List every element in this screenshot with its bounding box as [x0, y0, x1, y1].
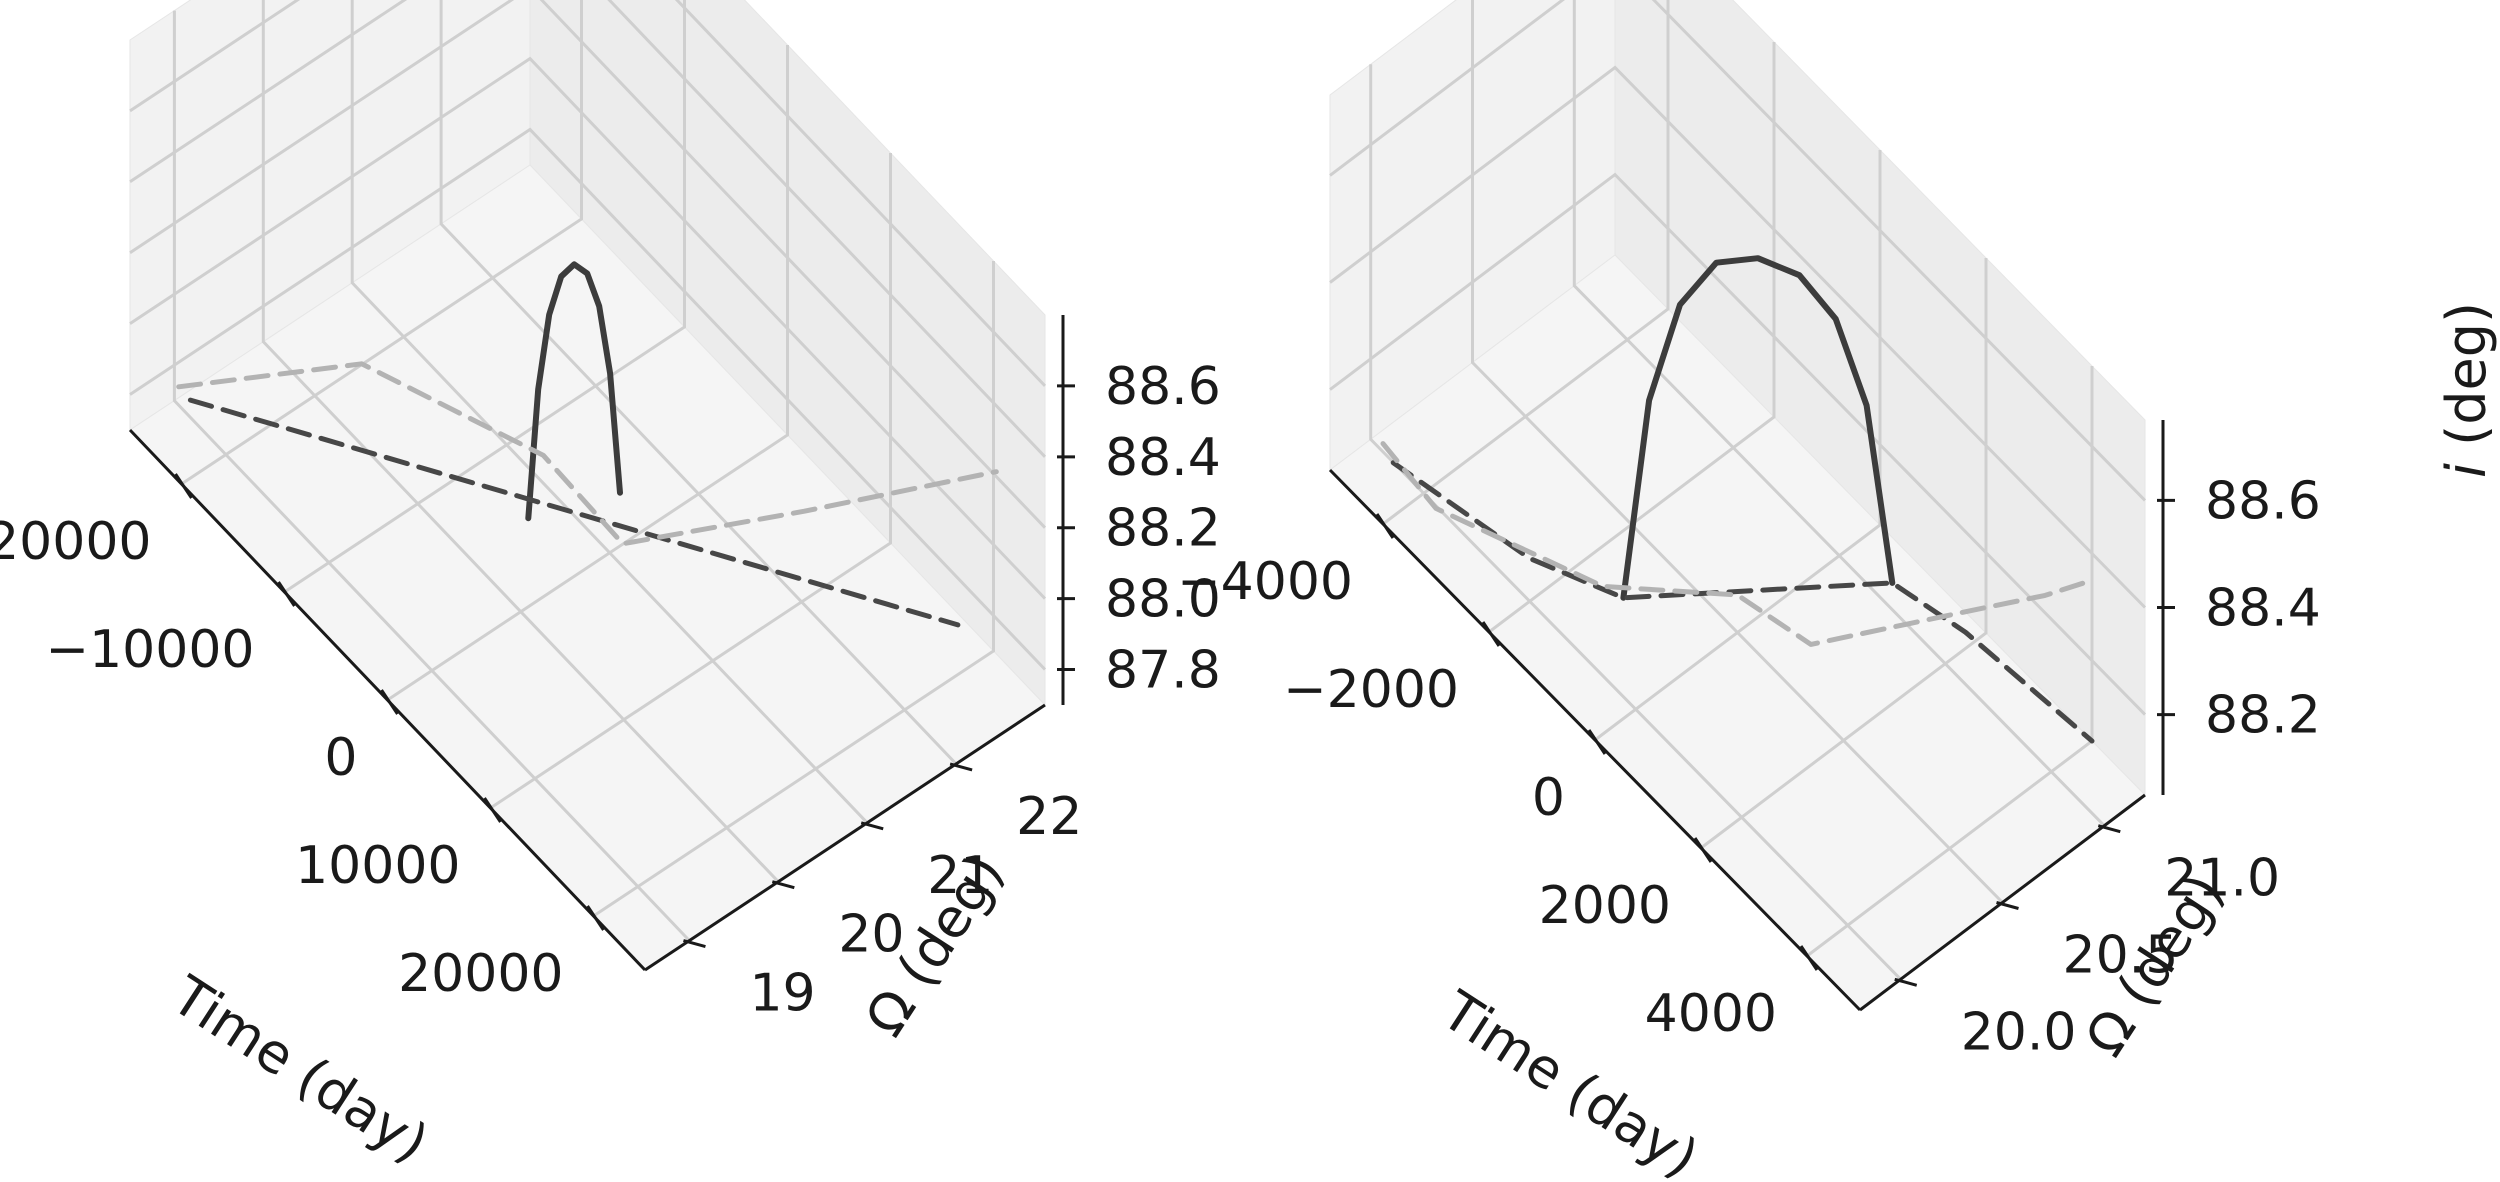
y-tick-label: 20.5 [2063, 926, 2179, 986]
x-tick [380, 689, 399, 715]
z-tick-label: 88.6 [1105, 357, 1221, 417]
x-tick [1375, 513, 1395, 539]
x-tick [1481, 621, 1501, 647]
x-tick-label: 0 [1532, 768, 1565, 828]
plot-panel-right: −4000 −2000 0 2000 4000 20.0 20.5 21.0 88.2 88.4 8… [1177, 0, 2498, 1182]
y-tick [1894, 977, 1918, 987]
z-gridline [129, 127, 1047, 671]
y-gridline [172, 10, 691, 942]
y-gridline [1369, 64, 1902, 981]
z-tick-label: 88.4 [1105, 428, 1221, 488]
y-tick-label: 21 [927, 846, 993, 906]
x-tick-label: −20000 [0, 512, 152, 572]
z-gridline [1329, 0, 2147, 502]
z-tick-label: 88.0 [1105, 570, 1221, 630]
x-gridline [1382, 0, 1670, 526]
x-tick-label: 20000 [398, 944, 563, 1004]
y-tick-label: 20.0 [1961, 1002, 2077, 1062]
series-line-2 [187, 397, 961, 628]
y-tick [683, 939, 706, 949]
z-gridline [1329, 172, 2147, 716]
y-gridline [261, 0, 780, 883]
x-tick [1587, 729, 1607, 755]
x-tick-label: 0 [324, 728, 357, 788]
z-gridline [129, 0, 1047, 458]
z-gridline [1329, 65, 2147, 609]
x-tick [483, 797, 502, 823]
series-line-1 [1620, 255, 1896, 601]
z-tick-label: 87.8 [1105, 641, 1221, 701]
y-axis-line [1859, 793, 2146, 1012]
z-tick-label: 88.6 [2205, 471, 2321, 531]
x-tick [586, 905, 605, 931]
y-axis-line [644, 703, 1046, 972]
x-tick [1693, 837, 1713, 863]
x-tick [1799, 945, 1819, 971]
y-tick-label: 22 [1016, 787, 1082, 847]
z-tick-label: 88.2 [1105, 499, 1221, 559]
y-tick [1996, 901, 2019, 910]
x-gridline [1488, 42, 1776, 634]
x-tick-label: 2000 [1539, 876, 1671, 936]
z-gridline [129, 56, 1047, 600]
x-gridline [1700, 258, 1988, 850]
z-axis-label: i (deg) [2435, 302, 2498, 478]
x-tick-label: −4000 [1177, 552, 1353, 612]
y-gridline [350, 0, 869, 824]
y-tick [2097, 824, 2121, 834]
y-tick [771, 880, 795, 890]
y-gridline [1471, 0, 2004, 904]
x-tick-label: 4000 [1645, 984, 1777, 1044]
y-tick-label: 20 [838, 905, 904, 965]
x-tick [174, 473, 193, 499]
x-tick-label: 10000 [295, 836, 460, 896]
y-tick-label: 19 [749, 964, 815, 1024]
y-gridline [439, 0, 958, 765]
series-line-2 [1390, 460, 2095, 744]
z-tick-label: 88.4 [2205, 579, 2321, 639]
x-tick-label: −10000 [46, 620, 255, 680]
y-tick-label: 21.0 [2164, 849, 2280, 909]
y-gridline [1572, 0, 2106, 827]
series-line-1 [525, 261, 623, 522]
series-line-3 [176, 361, 999, 547]
z-gridline [129, 0, 1047, 387]
x-gridline [1594, 150, 1882, 742]
series-line-3 [1380, 441, 2095, 647]
y-tick [949, 762, 973, 772]
y-tick [860, 821, 884, 831]
plot-panel-left: −20000 −10000 0 10000 20000 19 20 21 22 87.8 88.0 8… [0, 0, 1221, 1175]
x-tick [277, 581, 296, 607]
x-tick-label: −2000 [1283, 660, 1459, 720]
z-tick-label: 88.2 [2205, 686, 2321, 746]
z-gridline [129, 0, 1047, 529]
